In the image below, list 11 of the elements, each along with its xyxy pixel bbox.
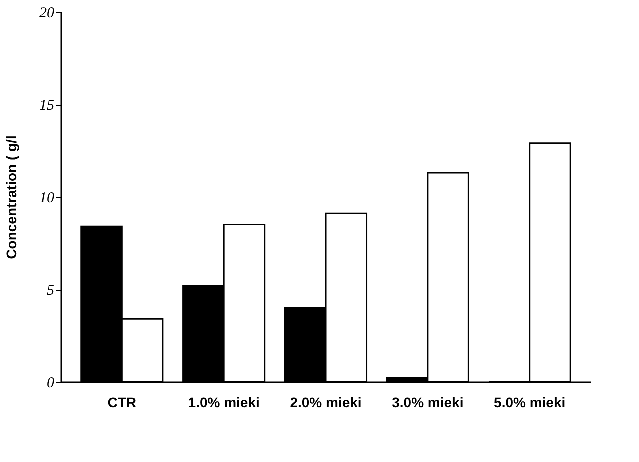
y-axis-title: Concentration ( g/l — [4, 136, 20, 260]
y-tick-label: 20 — [40, 6, 55, 22]
x-tick-label: 1.0% mieki — [188, 394, 260, 410]
y-tick-label: 0 — [47, 376, 55, 392]
y-tick-label: 10 — [40, 190, 55, 206]
y-tick-label: 5 — [47, 283, 55, 299]
x-tick-label: 5.0% mieki — [494, 394, 566, 410]
x-tick-label: 2.0% mieki — [290, 394, 362, 410]
x-tick-label: CTR — [108, 394, 137, 410]
x-tick-label: 3.0% mieki — [392, 394, 464, 410]
y-tick-label: 15 — [40, 98, 55, 114]
